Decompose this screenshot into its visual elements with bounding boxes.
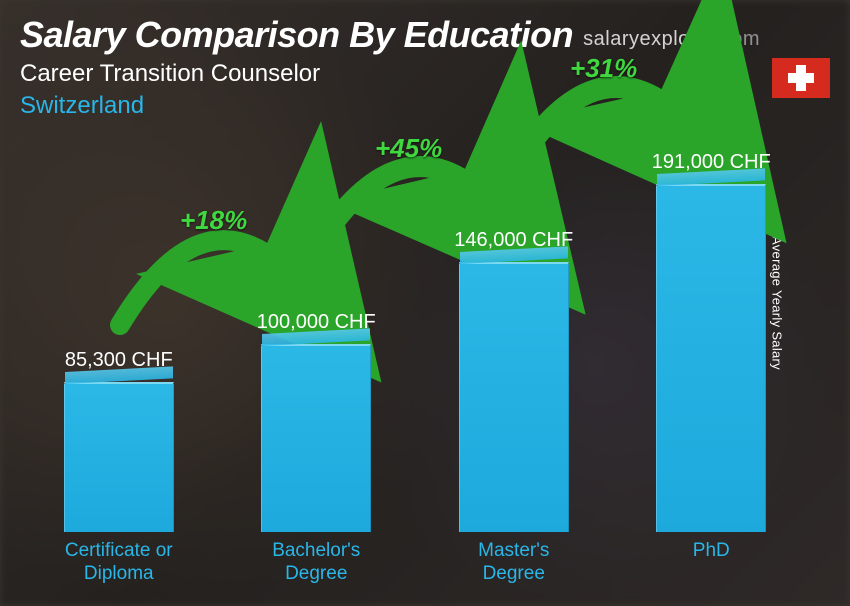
brand-logo: salaryexplorer.com <box>583 28 760 51</box>
bar-group-certificate: 85,300 CHF Certificate or Diploma <box>30 130 208 586</box>
brand-main: salaryexplorer <box>583 28 715 50</box>
increment-label-3: +31% <box>570 53 637 84</box>
brand-suffix: .com <box>715 28 760 50</box>
bar-group-bachelor: 100,000 CHF Bachelor's Degree <box>228 130 406 586</box>
bar-rect <box>261 344 371 532</box>
bar-label: Bachelor's Degree <box>272 540 360 586</box>
bar-label: Master's Degree <box>478 540 549 586</box>
bar-rect <box>656 184 766 532</box>
bar-rect <box>459 262 569 532</box>
bar-group-master: 146,000 CHF Master's Degree <box>425 130 603 586</box>
page-title: Salary Comparison By Education <box>20 14 573 56</box>
job-title: Career Transition Counselor <box>20 60 320 88</box>
country-label: Switzerland <box>20 92 144 120</box>
switzerland-flag-icon <box>772 58 830 98</box>
bar-label: PhD <box>693 540 730 586</box>
infographic-content: Salary Comparison By Education Career Tr… <box>0 0 850 606</box>
bar-group-phd: 191,000 CHF PhD <box>623 130 801 586</box>
bar-rect <box>64 382 174 532</box>
bar-chart: 85,300 CHF Certificate or Diploma 100,00… <box>30 130 800 586</box>
bar-label: Certificate or Diploma <box>65 540 173 586</box>
